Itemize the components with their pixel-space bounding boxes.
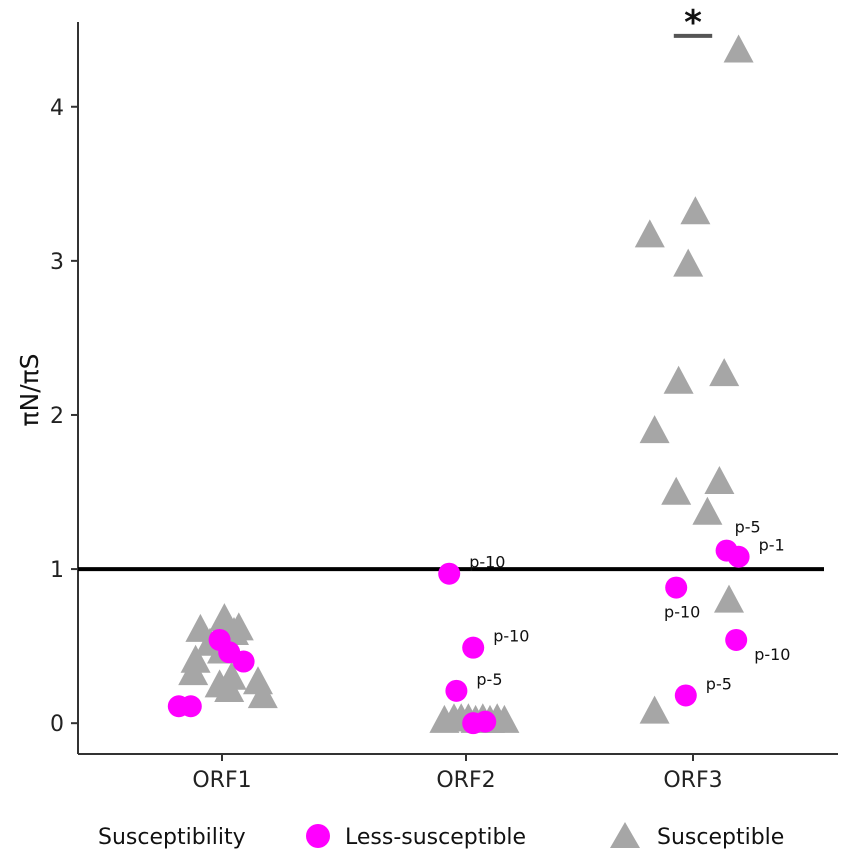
y-ticks: 0 1 2 3 4: [50, 96, 78, 737]
point-label: p-10: [754, 645, 790, 664]
triangle-point-susceptible: [223, 612, 254, 641]
triangle-point-susceptible: [180, 644, 211, 673]
point-label: p-10: [469, 553, 505, 572]
triangle-point-susceptible: [661, 476, 692, 505]
legend-marker-less-susceptible: [306, 824, 330, 848]
triangle-point-susceptible: [247, 680, 278, 709]
y-tick-label: 2: [50, 404, 64, 429]
circle-point-less-susceptible: [674, 684, 697, 707]
triangle-point-susceptible: [639, 415, 670, 444]
triangle-point-susceptible: [178, 657, 209, 686]
triangle-point-susceptible: [723, 34, 754, 63]
legend-title: Susceptibility: [98, 825, 246, 850]
triangle-point-susceptible: [692, 496, 723, 525]
circle-point-less-susceptible: [438, 562, 461, 585]
legend: Susceptibility Less-susceptible Suscepti…: [98, 822, 784, 850]
circle-point-less-susceptible: [179, 695, 202, 718]
y-tick-label: 0: [50, 712, 64, 737]
circle-point-less-susceptible: [232, 650, 255, 673]
y-tick-label: 1: [50, 558, 64, 583]
axes: [77, 22, 838, 755]
x-tick-label: ORF1: [192, 768, 251, 793]
y-tick-label: 3: [50, 250, 64, 275]
triangle-point-susceptible: [663, 365, 694, 394]
circle-point-less-susceptible: [665, 576, 688, 599]
x-ticks: ORF1 ORF2 ORF3: [192, 754, 723, 793]
circle-point-less-susceptible: [474, 710, 497, 733]
triangle-point-susceptible: [673, 248, 704, 277]
triangle-point-susceptible: [489, 704, 520, 733]
x-tick-label: ORF3: [663, 768, 722, 793]
y-tick-label: 4: [50, 96, 64, 121]
circle-point-less-susceptible: [725, 628, 748, 651]
triangle-point-susceptible: [634, 219, 665, 248]
circle-point-less-susceptible: [727, 545, 750, 568]
significance-bracket: *: [673, 3, 713, 43]
x-tick-label: ORF2: [436, 768, 495, 793]
point-label: p-5: [706, 674, 732, 693]
point-label: p-5: [735, 518, 761, 537]
significance-star: *: [684, 3, 702, 43]
circle-point-less-susceptible: [462, 636, 485, 659]
legend-marker-susceptible: [610, 822, 640, 848]
triangle-point-susceptible: [714, 584, 744, 613]
triangle-point-susceptible: [639, 695, 670, 724]
triangle-point-susceptible: [680, 196, 711, 225]
triangle-point-susceptible: [214, 674, 245, 703]
y-axis-title: πN/πS: [15, 353, 44, 426]
point-label: p-1: [759, 536, 785, 555]
point-label: p-10: [664, 603, 700, 622]
triangle-point-susceptible: [704, 465, 735, 494]
legend-label-susceptible: Susceptible: [657, 825, 784, 850]
triangle-point-susceptible: [709, 358, 740, 387]
legend-label-less-susceptible: Less-susceptible: [345, 825, 526, 850]
point-label: p-10: [493, 627, 529, 646]
data-points: p-10p-10p-5p-5p-1p-10p-10p-5: [167, 34, 790, 735]
point-label: p-5: [476, 670, 502, 689]
circle-point-less-susceptible: [445, 679, 468, 702]
